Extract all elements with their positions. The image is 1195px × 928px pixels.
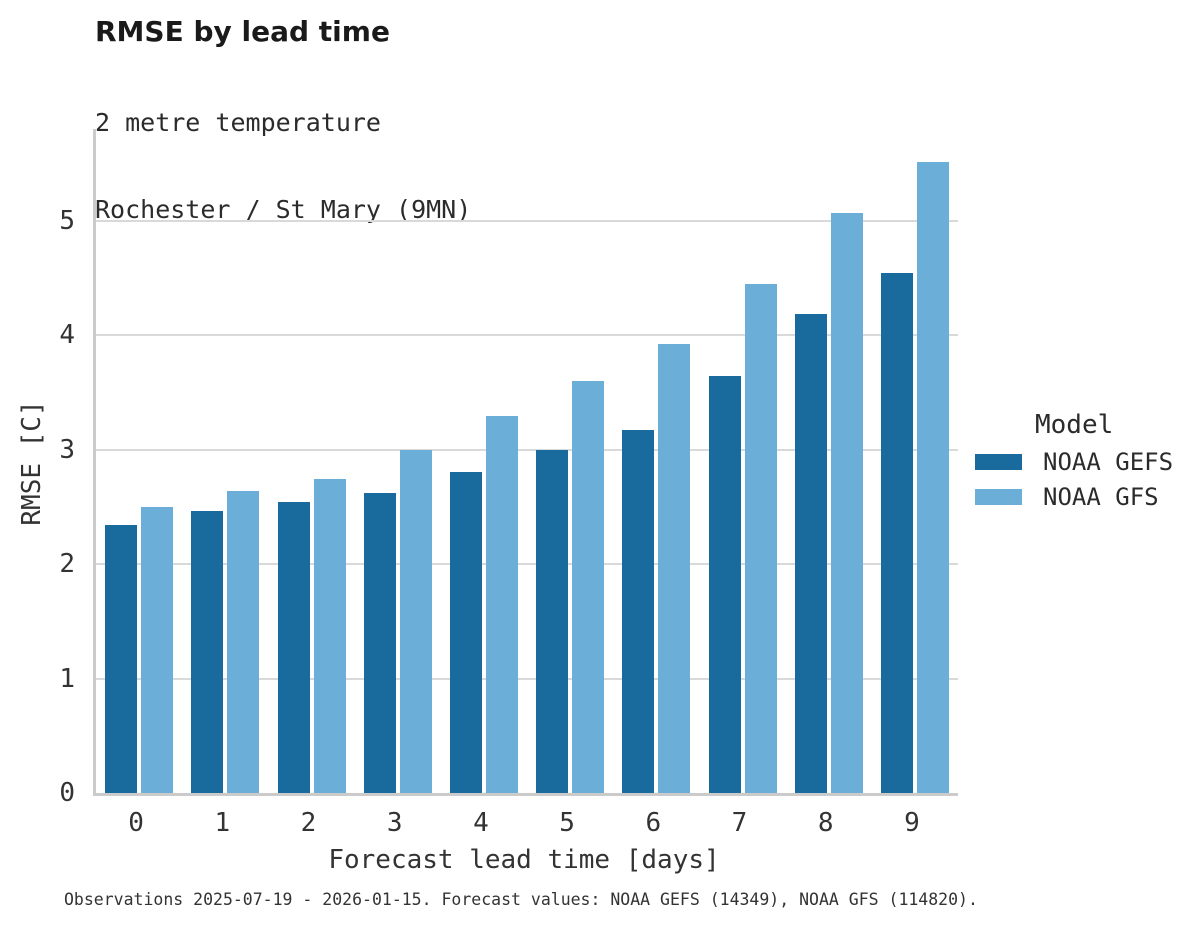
- bar-noaa-gfs-day-1: [227, 490, 260, 793]
- chart-subtitle: 2 metre temperature Rochester / St Mary …: [95, 50, 471, 282]
- gridline-y-3: [96, 448, 958, 451]
- bar-noaa-gefs-day-7: [708, 376, 741, 793]
- plot-area: [93, 129, 958, 796]
- x-tick-label-6: 6: [645, 808, 662, 838]
- y-tick-label-2: 2: [59, 549, 75, 580]
- bar-noaa-gfs-day-4: [485, 416, 518, 793]
- legend-swatch-noaa-gfs: [975, 489, 1022, 505]
- y-tick-label-5: 5: [59, 205, 75, 236]
- bar-group-5: [536, 380, 605, 793]
- x-tick-label-8: 8: [817, 808, 834, 838]
- bar-group-9: [880, 162, 949, 793]
- x-tick-label-9: 9: [904, 808, 920, 838]
- bar-noaa-gefs-day-6: [622, 430, 655, 793]
- bar-noaa-gefs-day-0: [105, 525, 138, 793]
- bar-noaa-gfs-day-0: [141, 506, 174, 793]
- chart-footer-caption: Observations 2025-07-19 - 2026-01-15. Fo…: [64, 890, 978, 909]
- y-tick-label-4: 4: [59, 320, 75, 351]
- gridline-y-5: [96, 219, 958, 222]
- bar-noaa-gefs-day-4: [449, 472, 482, 793]
- subtitle-line-1: 2 metre temperature: [95, 108, 381, 137]
- y-tick-label-0: 0: [59, 778, 75, 808]
- bar-group-7: [708, 283, 777, 793]
- bar-noaa-gefs-day-3: [363, 493, 396, 793]
- bar-group-8: [794, 212, 863, 793]
- bar-noaa-gfs-day-9: [916, 162, 949, 793]
- legend-item-noaa-gfs: NOAA GFS: [975, 483, 1173, 511]
- bar-group-3: [363, 449, 432, 793]
- subtitle-line-2: Rochester / St Mary (9MN): [95, 195, 472, 224]
- bar-noaa-gfs-day-5: [572, 380, 605, 793]
- legend-title: Model: [1035, 410, 1114, 440]
- y-axis-ticks: 0 1 2 3 4 5: [0, 129, 75, 806]
- gridline-y-4: [96, 334, 958, 337]
- x-tick-label-0: 0: [128, 808, 144, 838]
- bar-noaa-gefs-day-1: [191, 511, 224, 793]
- y-tick-label-3: 3: [59, 434, 75, 465]
- legend-label-noaa-gefs: NOAA GEFS: [1043, 448, 1174, 476]
- bar-group-1: [191, 490, 260, 793]
- x-tick-label-2: 2: [300, 808, 317, 838]
- bar-noaa-gfs-day-3: [399, 449, 432, 793]
- x-tick-label-5: 5: [559, 808, 575, 838]
- bar-noaa-gefs-day-8: [794, 314, 827, 793]
- x-tick-label-7: 7: [731, 808, 748, 838]
- bar-noaa-gfs-day-8: [830, 212, 863, 793]
- legend: Model NOAA GEFS NOAA GFS: [975, 410, 1173, 524]
- x-axis-title: Forecast lead time [days]: [328, 845, 720, 875]
- bar-noaa-gefs-day-5: [536, 449, 569, 793]
- bar-group-2: [277, 479, 346, 793]
- chart-title: RMSE by lead time: [95, 15, 390, 48]
- bar-noaa-gfs-day-6: [658, 344, 691, 793]
- legend-item-noaa-gefs: NOAA GEFS: [975, 448, 1173, 476]
- x-tick-label-4: 4: [473, 808, 489, 838]
- bar-noaa-gfs-day-7: [744, 283, 777, 793]
- bar-noaa-gfs-day-2: [313, 479, 346, 793]
- y-tick-label-1: 1: [59, 663, 75, 694]
- x-tick-label-1: 1: [214, 808, 231, 838]
- legend-label-noaa-gfs: NOAA GFS: [1043, 483, 1159, 511]
- x-tick-label-3: 3: [386, 808, 403, 838]
- bar-group-4: [449, 416, 518, 793]
- x-axis-ticks: 0 1 2 3 4 5 6 7 8 9: [93, 810, 955, 844]
- legend-swatch-noaa-gefs: [975, 454, 1022, 470]
- gridline-y-2: [96, 563, 958, 566]
- bar-group-6: [622, 344, 691, 793]
- bar-noaa-gefs-day-9: [880, 273, 913, 793]
- gridline-y-1: [96, 677, 958, 680]
- bar-group-0: [105, 506, 174, 793]
- bar-noaa-gefs-day-2: [277, 502, 310, 793]
